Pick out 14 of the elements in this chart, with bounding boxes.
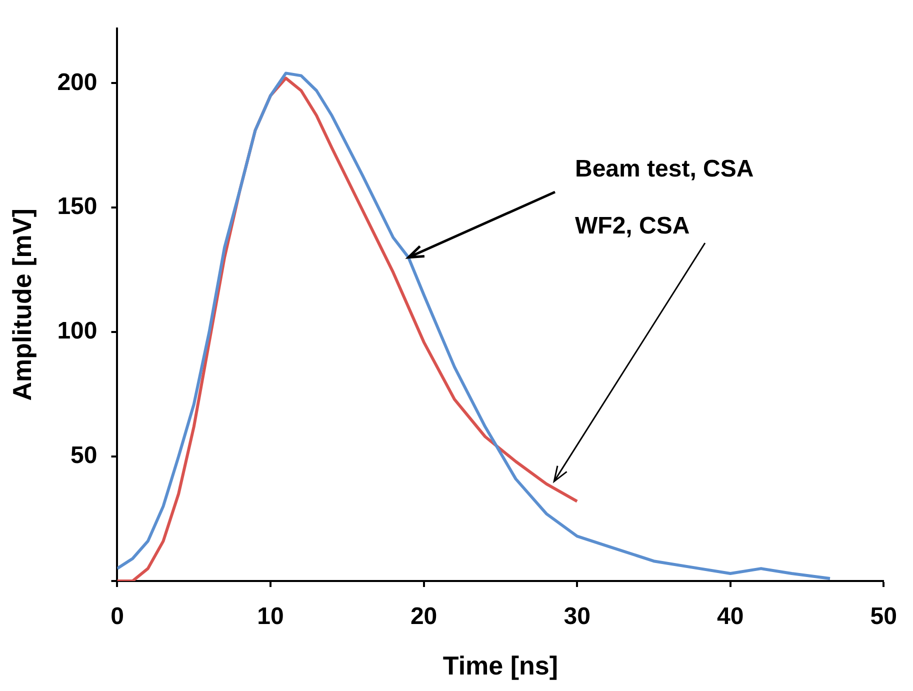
y-tick-label: 100 xyxy=(57,318,98,345)
annotation: WF2, CSA xyxy=(575,212,690,240)
y-axis-title: Amplitude [mV] xyxy=(6,208,37,401)
x-axis-title: Time [ns] xyxy=(442,650,558,681)
x-tick-label: 50 xyxy=(870,603,898,630)
y-tick-label: 150 xyxy=(57,193,98,220)
x-tick-label: 10 xyxy=(257,603,284,630)
y-tick-label: 50 xyxy=(70,442,98,470)
annotation: Beam test, CSA xyxy=(575,156,754,183)
y-tick-label: 200 xyxy=(57,68,98,96)
x-tick-label: 40 xyxy=(717,603,744,630)
x-tick-label: 20 xyxy=(410,603,438,630)
x-tick-label: 30 xyxy=(564,603,590,630)
x-tick-label: 0 xyxy=(110,603,124,630)
